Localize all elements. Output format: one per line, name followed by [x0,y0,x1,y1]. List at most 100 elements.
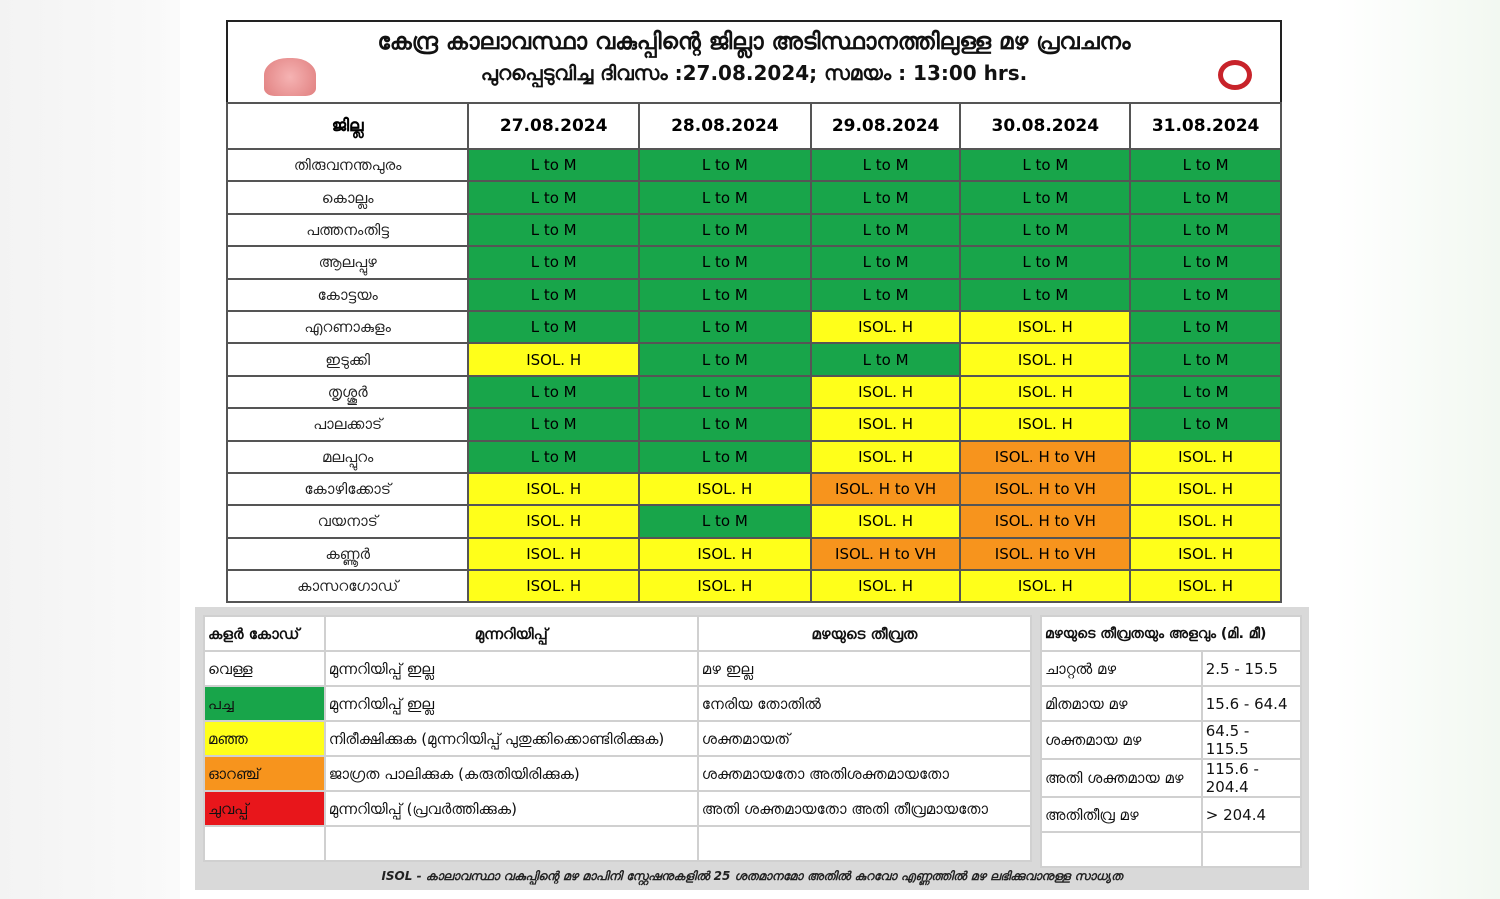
legend-row: ചുവപ്പ് മുന്നറിയിപ്പ് (പ്രവർത്തിക്കുക) അതി… [203,790,1033,827]
color-swatch: ചുവപ്പ് [203,790,326,827]
forecast-cell: L to M [1129,374,1282,410]
legend-blank-row [203,825,1033,862]
rain-range: 2.5 - 15.5 [1200,650,1303,687]
kerala-emblem-icon [264,58,316,96]
district-name: കാസറഗോഡ് [225,569,470,604]
color-swatch: പച്ച [203,685,326,722]
forecast-cell: L to M [1129,342,1282,377]
forecast-cell: L to M [638,245,812,280]
forecast-cell: L to M [1129,147,1282,183]
forecast-cell: ISOL. H [1129,569,1282,604]
forecast-cell: L to M [467,180,641,215]
forecast-cell: ISOL. H to VH [959,439,1132,474]
forecast-cell: L to M [809,277,962,312]
color-code-header: കളർ കോഡ് [203,615,326,652]
warning-text: മുന്നറിയിപ്പ് (പ്രവർത്തിക്കുക) [323,790,699,827]
forecast-cell: L to M [1129,407,1282,442]
forecast-cell: L to M [1129,212,1282,248]
district-header: ജില്ല [225,102,470,150]
intensity-text: അതി ശക്തമായതോ അതി തീവ്രമായതോ [696,790,1033,827]
forecast-cell: L to M [638,374,812,410]
rain-range: > 204.4 [1200,796,1303,833]
district-name: ആലപ്പുഴ [225,245,470,280]
forecast-cell: L to M [638,147,812,183]
district-name: കോട്ടയം [225,277,470,312]
forecast-cell: L to M [1129,309,1282,345]
forecast-cell: L to M [638,407,812,442]
forecast-cell: ISOL. H to VH [809,536,962,572]
forecast-cell: L to M [809,180,962,215]
warning-text: ജാഗ്രത പാലിക്കുക (കരുതിയിരിക്കുക) [323,755,699,792]
forecast-cell: L to M [809,212,962,248]
legend-row: മഞ്ഞ നിരീക്ഷിക്കുക (മുന്നറിയിപ്പ് പുതുക്ക… [203,720,1033,757]
forecast-cell: ISOL. H [467,536,641,572]
forecast-cell: ISOL. H to VH [959,504,1132,539]
color-swatch: മഞ്ഞ [203,720,326,757]
forecast-cell: ISOL. H [1129,439,1282,474]
warning-text: നിരീക്ഷിക്കുക (മുന്നറിയിപ്പ് പുതുക്കിക്ക… [323,720,699,757]
intensity-text: മഴ ഇല്ല [696,650,1033,687]
warning-text: മുന്നറിയിപ്പ് ഇല്ല [323,685,699,722]
forecast-cell: L to M [467,245,641,280]
intensity-text: ശക്തമായതോ അതിശക്തമായതോ [696,755,1033,792]
warning-header: മുന്നറിയിപ്പ് [323,615,699,652]
forecast-cell: L to M [638,180,812,215]
forecast-cell: ISOL. H [467,504,641,539]
forecast-cell: ISOL. H to VH [959,471,1132,507]
rain-range: 64.5 - 115.5 [1200,720,1303,760]
rain-category: മിതമായ മഴ [1040,685,1203,722]
amount-row: അതിതീവ്ര മഴ > 204.4 [1040,796,1303,833]
forecast-cell: ISOL. H [1129,536,1282,572]
district-name: പാലക്കാട് [225,407,470,442]
forecast-cell: L to M [809,342,962,377]
forecast-cell: ISOL. H [809,569,962,604]
forecast-cell: ISOL. H [467,471,641,507]
legend-row: ഓറഞ്ച് ജാഗ്രത പാലിക്കുക (കരുതിയിരിക്കുക) ശ… [203,755,1033,792]
intensity-header: മഴയുടെ തീവ്രത [696,615,1033,652]
forecast-cell: L to M [1129,277,1282,312]
forecast-cell: L to M [959,180,1132,215]
imd-logo-icon [1218,60,1252,90]
forecast-cell: ISOL. H [959,407,1132,442]
forecast-cell: L to M [638,439,812,474]
blank-cell [1040,831,1203,868]
intensity-text: ശക്തമായത് [696,720,1033,757]
forecast-cell: L to M [467,147,641,183]
forecast-cell: ISOL. H [809,374,962,410]
blank-cell [1200,831,1303,868]
forecast-header-row: ജില്ല 27.08.2024 28.08.2024 29.08.2024 30.0… [225,102,1282,150]
forecast-cell: ISOL. H [809,504,962,539]
forecast-cell: L to M [638,277,812,312]
forecast-cell: L to M [959,147,1132,183]
rain-amount-table: മഴയുടെ തീവ്രതയും അളവും (മി. മീ) ചാറ്റൽ മ… [1040,615,1303,868]
date-header: 31.08.2024 [1129,102,1282,150]
district-name: എറണാകുളം [225,309,470,345]
district-name: വയനാട് [225,504,470,539]
title-box: കേന്ദ്ര കാലാവസ്ഥാ വകുപ്പിന്റെ ജില്ലാ അടി… [226,20,1282,104]
intensity-text: നേരിയ തോതിൽ [696,685,1033,722]
blank-cell [323,825,699,862]
forecast-cell: ISOL. H [809,309,962,345]
forecast-cell: L to M [467,309,641,345]
date-header: 30.08.2024 [959,102,1132,150]
rain-range: 115.6 - 204.4 [1200,758,1303,798]
forecast-cell: ISOL. H [638,471,812,507]
forecast-cell: ISOL. H [1129,504,1282,539]
page-title: കേന്ദ്ര കാലാവസ്ഥാ വകുപ്പിന്റെ ജില്ലാ അടി… [377,29,1131,55]
forecast-row: കാസറഗോഡ് ISOL. H ISOL. H ISOL. H ISOL. H ISOL… [225,569,1282,604]
amount-blank-row [1040,831,1303,868]
forecast-cell: L to M [959,245,1132,280]
isol-footnote: ISOL - കാലാവസ്ഥാ വകുപ്പിന്റെ മഴ മാപിനി സ… [381,869,1123,883]
forecast-cell: ISOL. H [809,407,962,442]
district-name: കൊല്ലം [225,180,470,215]
forecast-cell: ISOL. H [959,342,1132,377]
amount-row: അതി ശക്തമായ മഴ 115.6 - 204.4 [1040,758,1303,798]
forecast-cell: ISOL. H to VH [959,536,1132,572]
forecast-table: ജില്ല 27.08.2024 28.08.2024 29.08.2024 30.0… [225,102,1282,604]
forecast-cell: ISOL. H [467,342,641,377]
forecast-cell: L to M [638,309,812,345]
